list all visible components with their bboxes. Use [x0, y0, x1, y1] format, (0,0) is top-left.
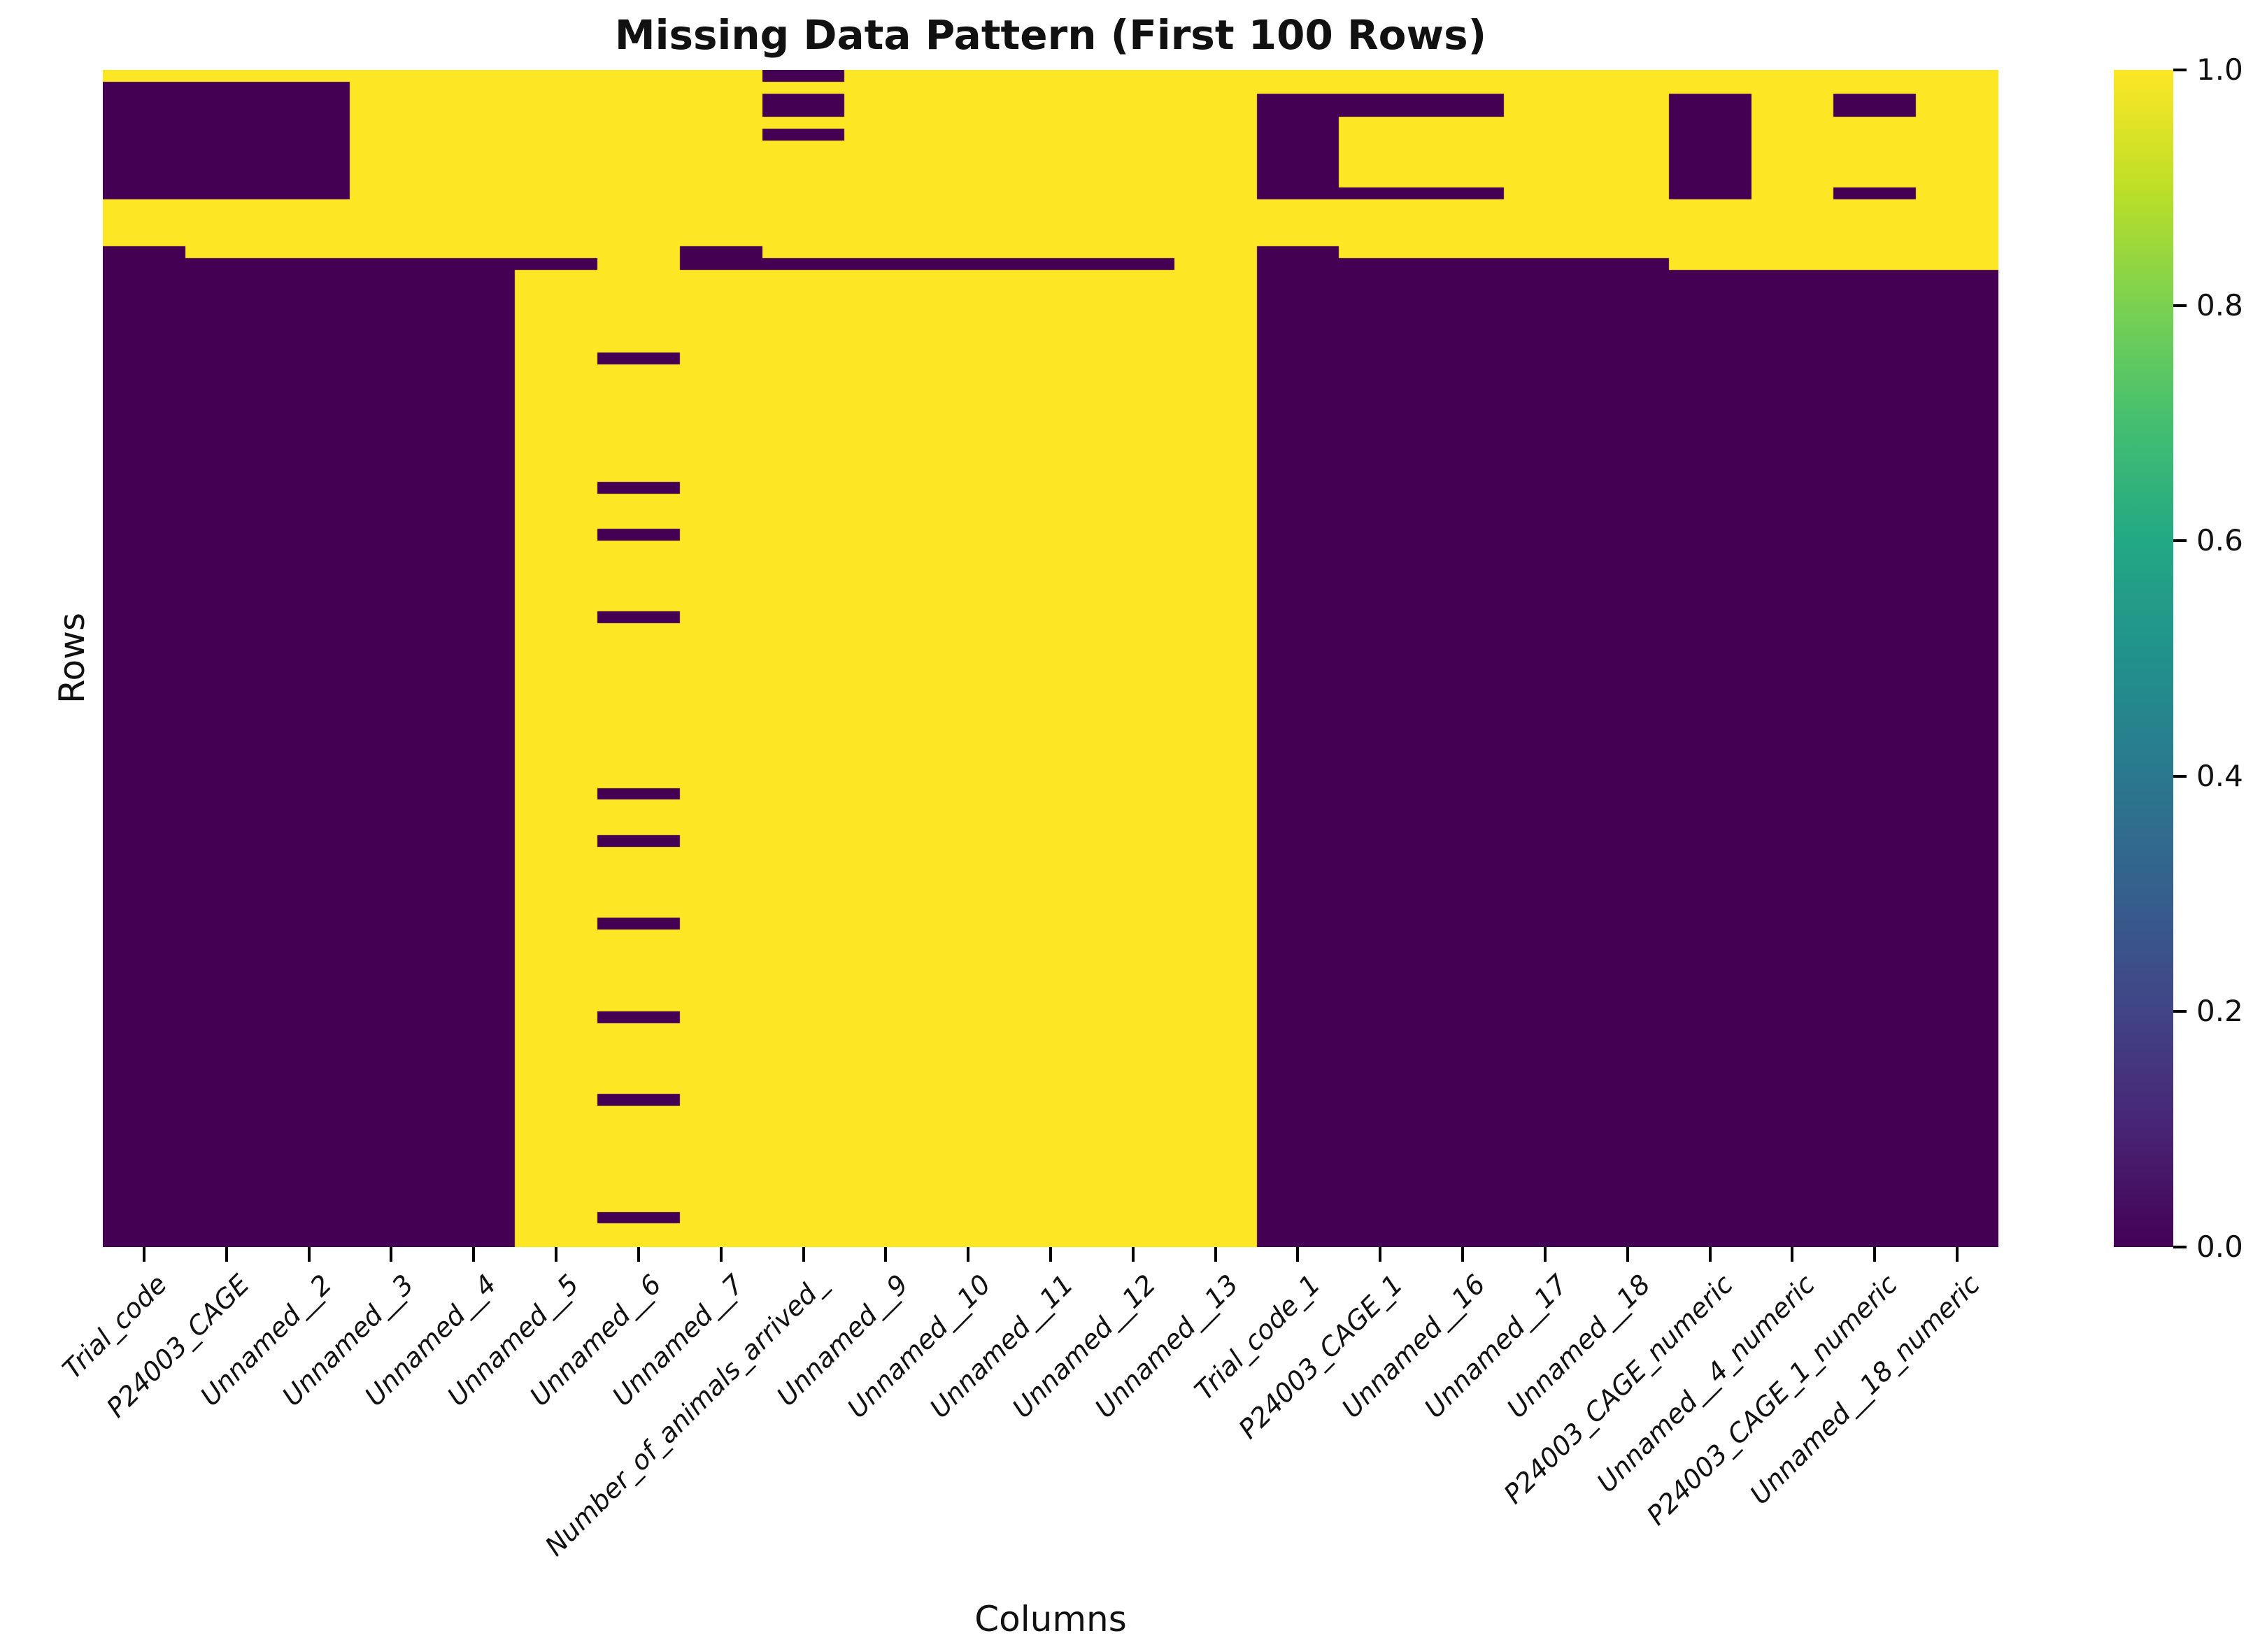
x-tick-label: Unnamed__10	[841, 1268, 997, 1425]
x-tick	[142, 1247, 145, 1262]
x-tick-label: Unnamed__16	[1335, 1268, 1492, 1425]
colorbar-tick-label: 1.0	[2196, 52, 2243, 87]
colorbar	[2114, 70, 2173, 1247]
colorbar-tick	[2173, 539, 2187, 543]
y-axis-label: Rows	[52, 612, 92, 704]
x-tick-label: P24003_CAGE	[100, 1268, 255, 1424]
x-tick	[1873, 1247, 1877, 1262]
x-tick-label: Unnamed__11	[923, 1268, 1079, 1425]
x-tick	[1131, 1247, 1135, 1262]
colorbar-tick	[2173, 69, 2187, 71]
colorbar-tick-label: 0.8	[2196, 287, 2243, 322]
x-tick	[637, 1247, 640, 1262]
x-tick	[1049, 1247, 1052, 1262]
colorbar-tick-label: 0.6	[2196, 523, 2243, 558]
x-tick	[884, 1247, 888, 1262]
x-axis-label: Columns	[974, 1599, 1127, 1639]
x-tick	[1379, 1247, 1382, 1262]
x-tick	[1214, 1247, 1217, 1262]
heatmap-grid	[103, 70, 1998, 1247]
x-tick	[1461, 1247, 1465, 1262]
colorbar-tick	[2173, 774, 2187, 778]
x-tick	[1296, 1247, 1300, 1262]
colorbar-tick-label: 0.4	[2196, 758, 2243, 793]
colorbar-tick-label: 0.0	[2196, 1230, 2243, 1264]
plot-title: Missing Data Pattern (First 100 Rows)	[614, 11, 1487, 59]
x-tick	[967, 1247, 970, 1262]
x-tick-label: Unnamed__17	[1418, 1268, 1574, 1425]
x-tick	[1626, 1247, 1629, 1262]
colorbar-tick	[2173, 304, 2187, 307]
x-tick	[1956, 1247, 1959, 1262]
x-tick	[1708, 1247, 1712, 1262]
colorbar-tick-label: 0.2	[2196, 994, 2243, 1029]
colorbar-tick	[2173, 1246, 2187, 1248]
colorbar-tick	[2173, 1010, 2187, 1013]
x-tick	[307, 1247, 311, 1262]
x-tick	[472, 1247, 476, 1262]
x-tick-label: Unnamed__12	[1006, 1268, 1162, 1425]
x-tick	[1791, 1247, 1794, 1262]
x-tick	[555, 1247, 558, 1262]
x-tick	[390, 1247, 393, 1262]
x-tick	[719, 1247, 723, 1262]
x-tick-label: Unnamed__18	[1500, 1268, 1656, 1425]
x-tick	[1543, 1247, 1547, 1262]
x-tick-label: Unnamed__13	[1088, 1268, 1244, 1425]
x-tick	[225, 1247, 228, 1262]
x-tick	[802, 1247, 805, 1262]
